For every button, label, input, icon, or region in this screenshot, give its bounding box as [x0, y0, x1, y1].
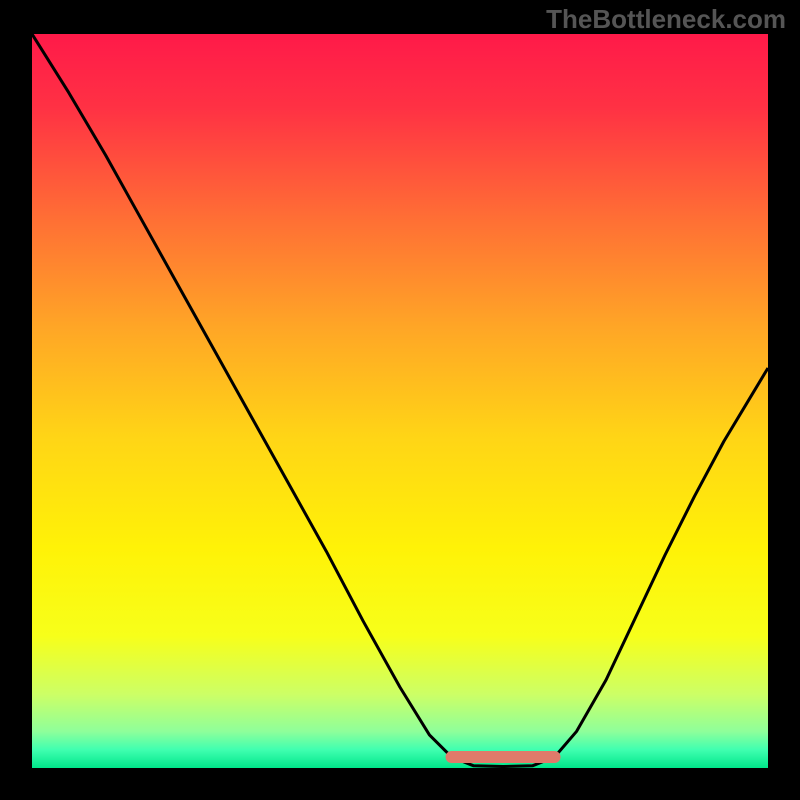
bottleneck-curve	[32, 34, 768, 767]
chart-svg	[32, 34, 768, 768]
chart-container: TheBottleneck.com	[0, 0, 800, 800]
plot-area	[32, 34, 768, 768]
watermark-text: TheBottleneck.com	[546, 4, 786, 35]
